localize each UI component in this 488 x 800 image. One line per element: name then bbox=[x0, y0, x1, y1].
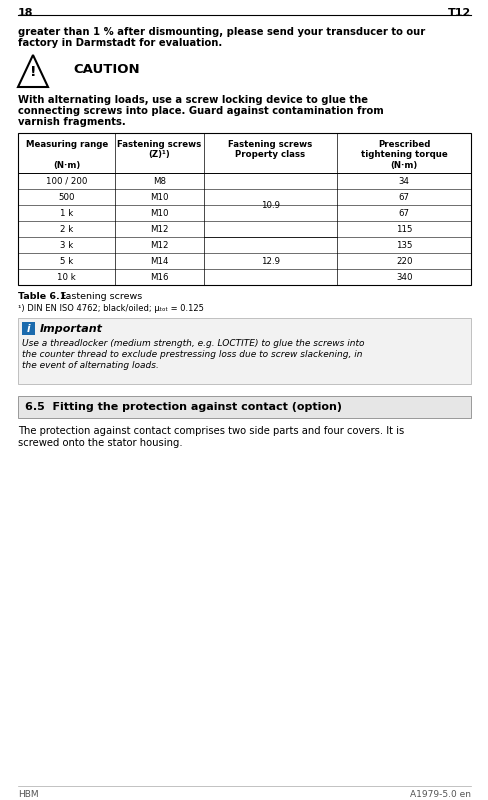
Text: T12: T12 bbox=[447, 8, 470, 18]
Text: M10: M10 bbox=[150, 209, 168, 218]
Text: 6.5  Fitting the protection against contact (option): 6.5 Fitting the protection against conta… bbox=[25, 402, 341, 412]
Text: 115: 115 bbox=[395, 225, 411, 234]
Text: 34: 34 bbox=[398, 177, 409, 186]
Text: Fastening screws: Fastening screws bbox=[117, 140, 201, 149]
Text: 1 k: 1 k bbox=[60, 209, 73, 218]
Bar bbox=[18, 133, 470, 285]
Text: i: i bbox=[27, 323, 30, 334]
Text: 67: 67 bbox=[398, 193, 409, 202]
Text: M14: M14 bbox=[150, 257, 168, 266]
Text: Measuring range: Measuring range bbox=[25, 140, 107, 149]
Text: 100 / 200: 100 / 200 bbox=[46, 177, 87, 186]
Text: varnish fragments.: varnish fragments. bbox=[18, 117, 125, 127]
Text: A1979-5.0 en: A1979-5.0 en bbox=[409, 790, 470, 799]
Text: Fastening screws: Fastening screws bbox=[58, 292, 142, 301]
Text: Important: Important bbox=[40, 323, 103, 334]
Text: Property class: Property class bbox=[235, 150, 305, 159]
Text: 2 k: 2 k bbox=[60, 225, 73, 234]
Text: M12: M12 bbox=[150, 241, 168, 250]
Text: M12: M12 bbox=[150, 225, 168, 234]
Text: Fastening screws: Fastening screws bbox=[228, 140, 312, 149]
Text: 3 k: 3 k bbox=[60, 241, 73, 250]
Text: M10: M10 bbox=[150, 193, 168, 202]
Text: the event of alternating loads.: the event of alternating loads. bbox=[22, 361, 159, 370]
Text: 500: 500 bbox=[59, 193, 75, 202]
Text: ¹) DIN EN ISO 4762; black/oiled; μₜₒₜ = 0.125: ¹) DIN EN ISO 4762; black/oiled; μₜₒₜ = … bbox=[18, 304, 203, 313]
Text: Table 6.1:: Table 6.1: bbox=[18, 292, 70, 301]
Text: 10.9: 10.9 bbox=[261, 201, 280, 210]
Text: With alternating loads, use a screw locking device to glue the: With alternating loads, use a screw lock… bbox=[18, 95, 367, 105]
Text: CAUTION: CAUTION bbox=[73, 63, 140, 76]
Text: connecting screws into place. Guard against contamination from: connecting screws into place. Guard agai… bbox=[18, 106, 383, 116]
Text: HBM: HBM bbox=[18, 790, 39, 799]
Text: 340: 340 bbox=[395, 273, 411, 282]
Text: The protection against contact comprises two side parts and four covers. It is: The protection against contact comprises… bbox=[18, 426, 404, 436]
Text: 5 k: 5 k bbox=[60, 257, 73, 266]
Text: M16: M16 bbox=[150, 273, 168, 282]
Text: greater than 1 % after dismounting, please send your transducer to our: greater than 1 % after dismounting, plea… bbox=[18, 27, 425, 37]
Text: M8: M8 bbox=[153, 177, 166, 186]
Text: 18: 18 bbox=[18, 8, 34, 18]
Text: (N·m): (N·m) bbox=[53, 161, 80, 170]
Bar bbox=[18, 396, 470, 418]
Text: factory in Darmstadt for evaluation.: factory in Darmstadt for evaluation. bbox=[18, 38, 222, 48]
Text: (N·m): (N·m) bbox=[390, 161, 417, 170]
Text: 67: 67 bbox=[398, 209, 409, 218]
Text: !: ! bbox=[30, 65, 36, 79]
Text: screwed onto the stator housing.: screwed onto the stator housing. bbox=[18, 438, 182, 448]
Text: Prescribed: Prescribed bbox=[377, 140, 429, 149]
Text: tightening torque: tightening torque bbox=[360, 150, 447, 159]
Text: Use a threadlocker (medium strength, e.g. LOCTITE) to glue the screws into: Use a threadlocker (medium strength, e.g… bbox=[22, 339, 364, 348]
Text: 220: 220 bbox=[395, 257, 411, 266]
Text: 10 k: 10 k bbox=[57, 273, 76, 282]
Text: 135: 135 bbox=[395, 241, 411, 250]
Bar bbox=[18, 318, 470, 384]
Text: the counter thread to exclude prestressing loss due to screw slackening, in: the counter thread to exclude prestressi… bbox=[22, 350, 362, 359]
Text: (Z)¹): (Z)¹) bbox=[148, 150, 170, 159]
Bar bbox=[22, 322, 35, 335]
Text: 12.9: 12.9 bbox=[261, 257, 280, 266]
